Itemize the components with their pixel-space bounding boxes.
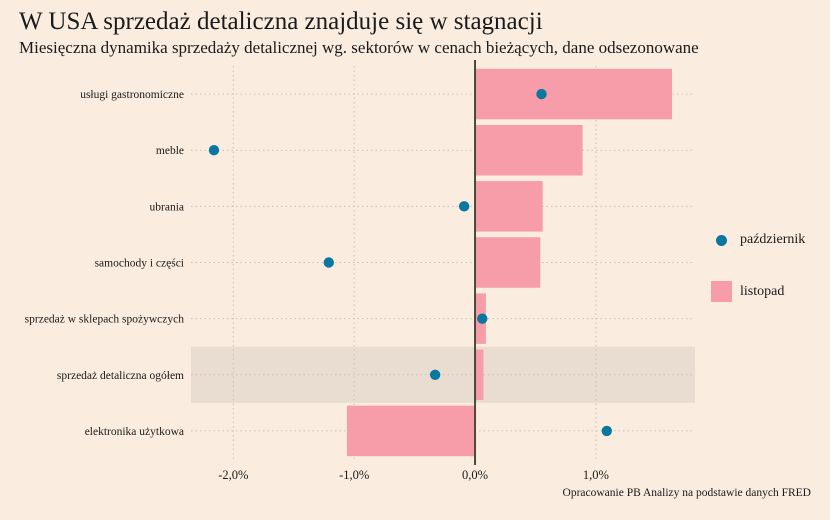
category-label: meble — [156, 145, 184, 157]
legend-point-swatch — [716, 234, 727, 246]
category-label: samochody i części — [95, 258, 184, 270]
legend-label-pazdziernik: październik — [740, 232, 806, 247]
point-pazdziernik — [477, 313, 488, 324]
legend-item-pazdziernik: październik — [708, 232, 805, 248]
chart-title: W USA sprzedaż detaliczna znajduje się w… — [19, 8, 543, 35]
legend-item-listopad: listopad — [708, 281, 784, 302]
bar-listopad — [475, 124, 583, 176]
source-caption: Opracowanie PB Analizy na podstawie dany… — [562, 487, 811, 499]
category-label: sprzedaż detaliczna ogółem — [57, 370, 184, 382]
bar-listopad — [346, 405, 476, 457]
x-tick-label: -2,0% — [218, 468, 248, 482]
point-pazdziernik — [208, 145, 220, 156]
category-label: usługi gastronomiczne — [80, 89, 184, 101]
point-pazdziernik — [601, 425, 612, 437]
x-tick-label: 0,0% — [462, 468, 488, 482]
x-tick-label: 1,0% — [583, 468, 609, 482]
bar-listopad — [475, 181, 543, 232]
chart-subtitle: Miesięczna dynamika sprzedaży detaliczne… — [19, 38, 699, 57]
x-tick-label: -1,0% — [339, 468, 369, 482]
category-label: elektronika użytkowa — [85, 426, 184, 438]
bar-listopad — [475, 237, 541, 288]
point-pazdziernik — [323, 257, 334, 268]
category-label: ubrania — [150, 201, 184, 213]
legend-bar-swatch — [711, 281, 732, 302]
bar-listopad — [475, 68, 673, 120]
legend-label-listopad: listopad — [740, 283, 785, 299]
category-label: sprzedaż w sklepach spożywczych — [25, 314, 185, 326]
point-pazdziernik — [536, 88, 547, 100]
point-pazdziernik — [458, 201, 470, 212]
bar-listopad — [475, 349, 484, 401]
point-pazdziernik — [429, 369, 441, 380]
